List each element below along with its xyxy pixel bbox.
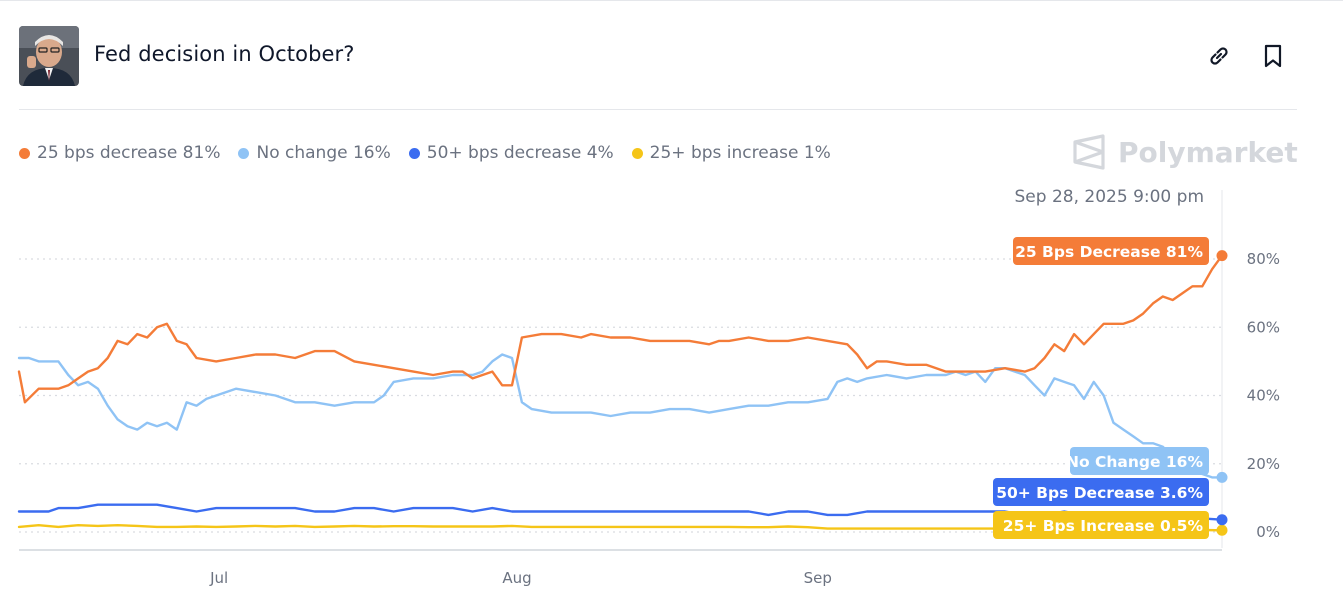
- brand-name: Polymarket: [1118, 135, 1298, 169]
- series-end-dot: [1216, 514, 1228, 526]
- header-divider: [19, 109, 1297, 110]
- legend-dot: [19, 147, 30, 159]
- legend-item[interactable]: 25+ bps increase 1%: [631, 143, 831, 163]
- market-title: Fed decision in October?: [94, 42, 355, 66]
- series-tag: No Change 16%: [1066, 447, 1209, 475]
- series-tag-label: 25 Bps Decrease 81%: [1015, 243, 1203, 261]
- bookmark-icon[interactable]: [1259, 42, 1287, 70]
- legend-item[interactable]: 25 bps decrease 81%: [19, 143, 220, 163]
- series-tag-bg: [993, 511, 1209, 539]
- series-end-dot: [1216, 524, 1228, 536]
- hover-date: Sep 28, 2025 9:00 pm: [1015, 187, 1204, 207]
- legend-label: 25 bps decrease 81%: [37, 143, 221, 163]
- legend-label: No change 16%: [256, 143, 391, 163]
- market-avatar[interactable]: [19, 26, 79, 86]
- y-tick-label: 60%: [1247, 318, 1280, 336]
- series-line: [17, 254, 1224, 404]
- legend-label: 25+ bps increase 1%: [649, 143, 831, 163]
- y-tick-label: 40%: [1247, 387, 1280, 405]
- legend-item[interactable]: 50+ bps decrease 4%: [408, 143, 614, 163]
- series-line: [17, 353, 1224, 479]
- series-tag: 25 Bps Decrease 81%: [1013, 237, 1209, 265]
- legend-item[interactable]: No change 16%: [238, 143, 391, 163]
- x-tick-label: Jul: [209, 569, 228, 587]
- link-icon[interactable]: [1205, 42, 1233, 70]
- series-tag: 50+ Bps Decrease 3.6%: [993, 478, 1209, 506]
- series-tag-bg: [993, 478, 1209, 506]
- legend-dot: [631, 147, 643, 159]
- y-tick-label: 0%: [1256, 523, 1280, 541]
- series-tag-label: 50+ Bps Decrease 3.6%: [996, 484, 1203, 502]
- series-end-dot: [1216, 471, 1228, 483]
- legend-dot: [238, 147, 250, 159]
- series-tag-bg: [1013, 237, 1209, 265]
- series-tag-label: 25+ Bps Increase 0.5%: [1003, 517, 1204, 535]
- series-end-dot: [1216, 250, 1228, 262]
- top-border: [0, 0, 1343, 1]
- x-tick-label: Sep: [804, 569, 832, 587]
- legend-dot: [408, 147, 420, 159]
- series-tag-label: No Change 16%: [1066, 453, 1203, 471]
- y-tick-label: 20%: [1247, 455, 1280, 473]
- y-tick-label: 80%: [1247, 250, 1280, 268]
- series-tag: 25+ Bps Increase 0.5%: [993, 511, 1209, 539]
- polymarket-logo-icon: [1073, 134, 1105, 170]
- x-tick-label: Aug: [502, 569, 531, 587]
- market-header: Fed decision in October?: [19, 26, 1297, 86]
- chart-legend: 25 bps decrease 81% No change 16% 50+ bp…: [19, 142, 849, 164]
- series-tag-bg: [1070, 447, 1209, 475]
- polymarket-watermark: Polymarket: [1072, 132, 1298, 172]
- legend-label: 50+ bps decrease 4%: [426, 143, 614, 163]
